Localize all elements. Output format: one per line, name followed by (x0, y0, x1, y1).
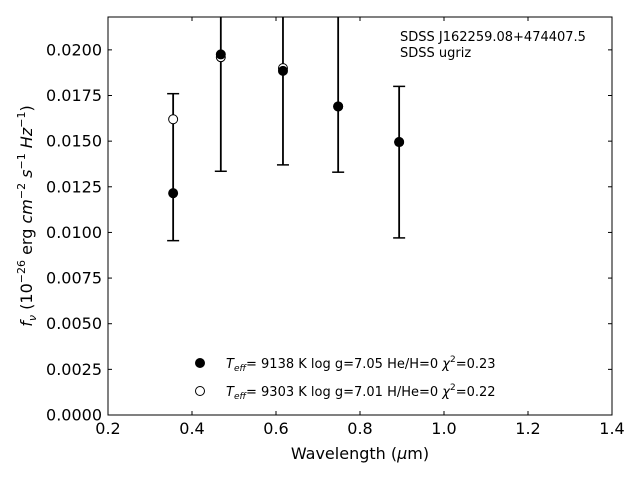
plot-area (167, 17, 406, 242)
y-tick-label: 0.0025 (46, 360, 102, 379)
legend-chi: χ (441, 357, 451, 372)
legend-teff-sub: eff (234, 364, 248, 374)
y-label-nu: ν (26, 315, 39, 321)
filled-point (333, 101, 344, 112)
y-label-hz: Hz (17, 127, 36, 153)
legend-label: Teff= 9303 K log g=7.01 H/He=0 χ2=0.22 (226, 383, 496, 402)
filled-point (168, 188, 179, 199)
legend-chi-sup: 2 (450, 383, 456, 393)
x-tick-label: 1.0 (431, 419, 456, 438)
x-tick-label: 0.8 (347, 419, 372, 438)
legend-chi-value: =0.22 (456, 385, 496, 400)
y-tick-label: 0.0175 (46, 86, 102, 105)
legend: Teff= 9138 K log g=7.05 He/H=0 χ2=0.23Te… (195, 355, 496, 402)
open-point (168, 114, 179, 125)
legend-params: = 9138 K log g=7.05 He/H=0 (246, 357, 442, 372)
y-label-s: s (17, 170, 36, 183)
x-tick-label: 1.4 (599, 419, 624, 438)
filled-point (215, 49, 226, 60)
legend-chi-sup: 2 (450, 355, 456, 365)
legend-teff-T: T (226, 385, 235, 400)
y-tick-label: 0.0050 (46, 314, 102, 333)
axes: 0.2 0.4 0.6 0.8 1.0 1.2 1.4 0.0000 0.0025 0.0050 0… (15, 16, 625, 463)
y-label-exp1: −26 (15, 260, 28, 283)
y-label-exp4: −1 (15, 112, 28, 128)
filled-point (277, 65, 288, 76)
legend-marker (195, 386, 205, 396)
y-label-exp2: −2 (15, 183, 28, 199)
y-label-exp3: −1 (15, 153, 28, 169)
legend-params: = 9303 K log g=7.01 H/He=0 (246, 385, 442, 400)
y-label-f: f (17, 319, 36, 327)
x-tick-label: 0.2 (95, 419, 120, 438)
plot-frame (107, 16, 613, 416)
annotation-line: SDSS J162259.08+474407.5 (400, 30, 586, 45)
x-tick-label: 0.6 (263, 419, 288, 438)
x-axis-label-unit: m) (407, 444, 429, 463)
x-tick-label: 1.2 (515, 419, 540, 438)
filled-point (394, 137, 405, 148)
y-tick-label: 0.0000 (46, 406, 102, 425)
y-label-close: ) (17, 105, 36, 111)
legend-teff-T: T (226, 357, 235, 372)
y-axis-label: fν (10−26 erg cm−2 s−1 Hz−1) (15, 105, 39, 326)
legend-chi-value: =0.23 (456, 357, 496, 372)
y-label-cm: cm (17, 199, 36, 223)
legend-marker (195, 358, 205, 368)
x-axis-label-mu: μ (396, 444, 407, 463)
legend-label: Teff= 9138 K log g=7.05 He/H=0 χ2=0.23 (226, 355, 496, 374)
y-label-open: (10 (17, 283, 36, 315)
x-axis-label: Wavelength (μm) (291, 444, 429, 463)
legend-chi: χ (441, 385, 451, 400)
x-axis-label-text: Wavelength ( (291, 444, 397, 463)
y-tick-label: 0.0125 (46, 177, 102, 196)
x-tick-label: 0.4 (179, 419, 204, 438)
annotation-line: SDSS ugriz (400, 46, 471, 61)
legend-teff-sub: eff (234, 392, 248, 402)
y-tick-label: 0.0100 (46, 223, 102, 242)
y-tick-label: 0.0150 (46, 132, 102, 151)
y-label-erg: erg (17, 224, 36, 260)
y-tick-label: 0.0075 (46, 269, 102, 288)
y-tick-label: 0.0200 (46, 40, 102, 59)
